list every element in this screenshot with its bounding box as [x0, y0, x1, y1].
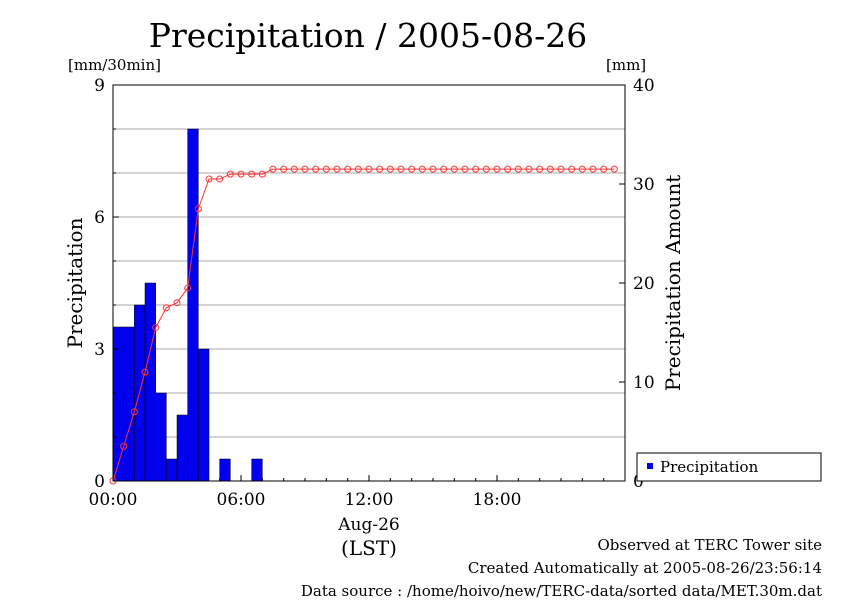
y-axis-title: Precipitation — [63, 217, 87, 348]
precipitation-bar — [166, 458, 178, 482]
y-tick-label: 6 — [94, 208, 105, 228]
precipitation-bar — [251, 458, 263, 482]
y2-tick-label: 20 — [633, 274, 655, 294]
amount-point — [269, 165, 277, 173]
footer-source: Data source : /home/hoivo/new/TERC-data/… — [300, 582, 822, 600]
x-unit-label: (LST) — [341, 536, 397, 560]
chart-title: Precipitation / 2005-08-26 — [149, 16, 587, 55]
amount-point — [525, 165, 533, 173]
amount-point — [120, 442, 128, 450]
precipitation-bar — [176, 414, 188, 482]
legend-label: Precipitation — [660, 458, 759, 476]
legend-swatch — [647, 463, 653, 469]
y-tick-label: 0 — [94, 472, 105, 492]
x-date-label: Aug-26 — [337, 515, 399, 535]
amount-point — [130, 408, 138, 416]
amount-point — [152, 324, 160, 332]
y2-axis-title: Precipitation Amount — [661, 175, 685, 392]
amount-point — [600, 165, 608, 173]
amount-point — [237, 170, 245, 178]
amount-point — [397, 165, 405, 173]
y2-tick-label: 0 — [633, 472, 644, 492]
amount-point — [557, 165, 565, 173]
amount-point — [610, 165, 618, 173]
amount-point — [546, 165, 554, 173]
amount-point — [568, 165, 576, 173]
amount-point — [440, 165, 448, 173]
amount-point — [493, 165, 501, 173]
amount-point — [514, 165, 522, 173]
precipitation-bar — [123, 326, 135, 482]
amount-point — [173, 299, 181, 307]
amount-point — [194, 205, 202, 213]
amount-point — [184, 284, 192, 292]
precipitation-bar — [187, 128, 199, 482]
amount-point — [162, 304, 170, 312]
amount-point — [141, 368, 149, 376]
amount-point — [205, 175, 213, 183]
amount-point — [290, 165, 298, 173]
amount-point — [354, 165, 362, 173]
amount-point — [344, 165, 352, 173]
amount-point — [504, 165, 512, 173]
x-tick-label: 00:00 — [89, 490, 138, 510]
amount-point — [536, 165, 544, 173]
amount-point — [226, 170, 234, 178]
precipitation-bar — [198, 348, 210, 482]
amount-point — [312, 165, 320, 173]
amount-point — [450, 165, 458, 173]
amount-point — [472, 165, 480, 173]
precipitation-bar — [144, 282, 156, 482]
x-axis-ticks: 00:00 06:00 12:00 18:00 — [89, 475, 605, 510]
legend: Precipitation — [636, 452, 822, 482]
amount-point — [322, 165, 330, 173]
precipitation-bar — [112, 326, 124, 482]
right-axis-ticks: 0 10 20 30 40 — [619, 76, 655, 492]
x-tick-label: 18:00 — [473, 490, 522, 510]
amount-point — [216, 175, 224, 183]
amount-point — [482, 165, 490, 173]
x-tick-label: 12:00 — [345, 490, 394, 510]
amount-point — [418, 165, 426, 173]
amount-point — [578, 165, 586, 173]
y2-tick-label: 10 — [633, 373, 655, 393]
right-unit-label: [mm] — [606, 56, 646, 74]
precipitation-bar — [219, 458, 231, 482]
amount-point — [248, 170, 256, 178]
amount-point — [429, 165, 437, 173]
left-axis-ticks: 0 3 6 9 — [94, 76, 119, 492]
amount-point — [408, 165, 416, 173]
amount-point — [386, 165, 394, 173]
amount-point — [589, 165, 597, 173]
precipitation-amount-line — [109, 165, 618, 485]
footer-created: Created Automatically at 2005-08-26/23:5… — [467, 559, 822, 577]
amount-point — [461, 165, 469, 173]
footer-observed: Observed at TERC Tower site — [597, 536, 822, 554]
y2-tick-label: 40 — [633, 76, 655, 96]
amount-point — [258, 170, 266, 178]
left-unit-label: [mm/30min] — [68, 56, 161, 74]
amount-point — [301, 165, 309, 173]
legend-box — [636, 452, 822, 482]
x-tick-label: 06:00 — [217, 490, 266, 510]
y2-tick-label: 30 — [633, 175, 655, 195]
amount-point — [376, 165, 384, 173]
y-tick-label: 9 — [94, 76, 105, 96]
y-tick-label: 3 — [94, 340, 105, 360]
precipitation-bar — [155, 392, 167, 482]
amount-point — [365, 165, 373, 173]
amount-point — [280, 165, 288, 173]
amount-line-path — [112, 168, 615, 482]
amount-point — [333, 165, 341, 173]
